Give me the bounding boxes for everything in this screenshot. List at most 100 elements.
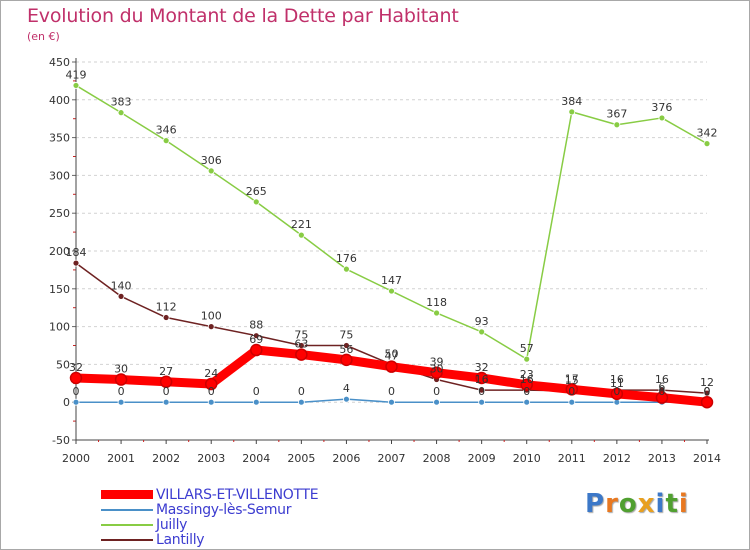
data-point	[72, 398, 80, 406]
data-point	[613, 121, 621, 129]
data-point	[388, 287, 395, 295]
data-label: 0	[388, 385, 395, 398]
logo-letter: i	[655, 489, 666, 519]
data-point	[162, 137, 170, 145]
legend-swatch	[101, 508, 153, 511]
legend: VILLARS-ET-VILLENOTTE Massingy-lès-Semur…	[101, 487, 319, 548]
x-tick-label: 2005	[287, 452, 315, 465]
data-point	[252, 398, 260, 406]
data-label: 17	[565, 372, 579, 385]
x-tick-label: 2008	[423, 452, 451, 465]
data-point	[297, 231, 305, 239]
data-point	[658, 114, 666, 122]
data-label: 63	[294, 338, 308, 351]
data-point	[703, 140, 711, 148]
data-label: 0	[253, 385, 260, 398]
data-point	[523, 398, 531, 406]
data-label: 4	[343, 382, 350, 395]
data-label: 306	[201, 154, 222, 167]
data-point	[343, 342, 350, 349]
data-label: 176	[336, 252, 357, 265]
data-point	[114, 373, 128, 386]
data-point	[568, 108, 576, 116]
data-label: 184	[66, 246, 87, 259]
data-point	[478, 328, 486, 336]
data-point	[162, 398, 170, 406]
data-label: 367	[606, 108, 627, 121]
data-label: 0	[523, 385, 530, 398]
data-label: 0	[73, 385, 80, 398]
data-label: 383	[111, 96, 132, 109]
x-tick-label: 2014	[693, 452, 721, 465]
data-label: 47	[385, 350, 399, 363]
data-label: 0	[613, 385, 620, 398]
data-label: 419	[66, 68, 87, 81]
data-point	[385, 360, 398, 373]
data-label: 6	[658, 381, 665, 394]
x-tick-label: 2009	[468, 452, 496, 465]
logo-letter: x	[637, 489, 656, 519]
data-point	[72, 259, 80, 267]
data-point	[117, 292, 125, 300]
data-label: 384	[561, 95, 582, 108]
x-tick-label: 2010	[513, 452, 541, 465]
data-point	[207, 398, 215, 406]
legend-item[interactable]: VILLARS-ET-VILLENOTTE	[101, 487, 319, 503]
legend-item[interactable]: Massingy-lès-Semur	[101, 502, 318, 518]
data-label: 23	[520, 368, 534, 381]
data-label: 50	[385, 347, 399, 360]
data-label: 221	[291, 218, 312, 231]
data-point	[252, 198, 260, 206]
x-tick-label: 2011	[558, 452, 586, 465]
legend-item[interactable]: Juilly	[101, 517, 318, 533]
data-label: 0	[568, 385, 575, 398]
proxiti-logo: Proxiti	[585, 489, 689, 519]
data-point	[252, 332, 260, 340]
data-label: 88	[249, 319, 263, 332]
data-label: 56	[339, 343, 353, 356]
data-label: 75	[339, 329, 353, 342]
data-label: 32	[69, 361, 83, 374]
data-label: 69	[249, 333, 263, 346]
legend-swatch	[101, 538, 153, 541]
data-label: 16	[655, 373, 669, 386]
data-point	[700, 395, 714, 409]
x-tick-label: 2001	[107, 452, 135, 465]
data-label: 265	[246, 185, 267, 198]
y-tick-label: -50	[52, 434, 70, 447]
legend-swatch	[101, 490, 153, 499]
data-label: 16	[610, 373, 624, 386]
x-tick-label: 2013	[648, 452, 676, 465]
data-point	[655, 391, 669, 404]
data-point	[295, 348, 308, 361]
data-label: 93	[475, 315, 489, 328]
logo-letter: t	[665, 489, 679, 519]
data-point	[343, 395, 350, 403]
data-label: 0	[478, 385, 485, 398]
logo-letter: P	[585, 489, 606, 519]
data-label: 140	[111, 279, 132, 292]
data-point	[610, 387, 624, 401]
data-label: 39	[430, 356, 444, 369]
data-label: 376	[651, 101, 672, 114]
data-label: 342	[697, 127, 718, 140]
data-point	[159, 375, 173, 389]
data-label: 100	[201, 310, 222, 323]
data-point	[204, 377, 218, 391]
data-label: 16	[520, 373, 534, 386]
data-label: 0	[704, 385, 711, 398]
logo-letter: o	[618, 489, 638, 519]
legend-item[interactable]: Lantilly	[101, 532, 318, 548]
chart-subtitle: (en €)	[27, 30, 60, 43]
data-label: 0	[208, 385, 215, 398]
data-point	[117, 109, 125, 117]
data-label: 30	[430, 363, 444, 376]
data-label: 147	[381, 274, 402, 287]
data-point	[568, 398, 576, 406]
data-label: 27	[159, 365, 173, 378]
data-label: 16	[475, 373, 489, 386]
data-label: 118	[426, 296, 447, 309]
data-point	[478, 386, 486, 394]
y-tick-label: 100	[49, 321, 70, 334]
